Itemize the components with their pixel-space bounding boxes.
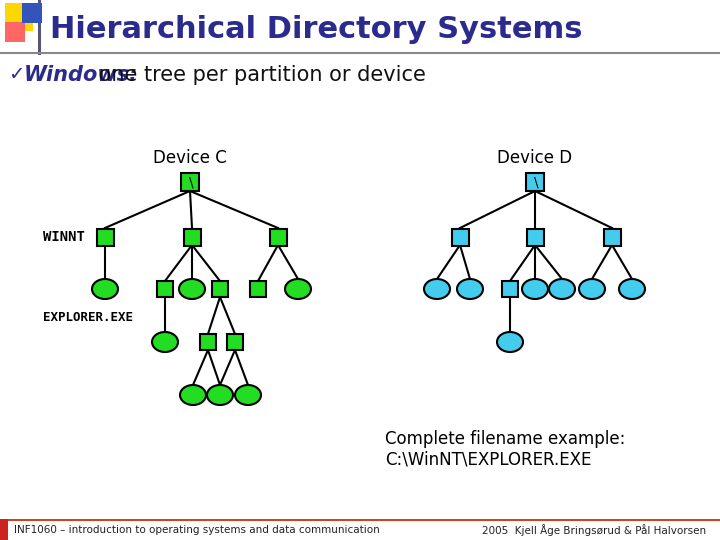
Bar	[502, 281, 518, 297]
Text: \: \	[534, 176, 539, 190]
Ellipse shape	[285, 279, 311, 299]
Text: Hierarchical Directory Systems: Hierarchical Directory Systems	[50, 16, 582, 44]
Bar	[200, 334, 216, 350]
Bar	[5, 3, 33, 31]
Bar	[451, 228, 469, 246]
Ellipse shape	[549, 279, 575, 299]
Bar	[212, 281, 228, 297]
Bar	[5, 22, 25, 42]
Text: Device D: Device D	[498, 149, 572, 167]
Bar	[181, 173, 199, 191]
Bar	[0, 519, 720, 521]
Bar	[96, 228, 114, 246]
Bar	[184, 228, 200, 246]
Bar	[269, 228, 287, 246]
Text: 2005  Kjell Åge Bringsørud & Pål Halvorsen: 2005 Kjell Åge Bringsørud & Pål Halvorse…	[482, 524, 706, 536]
Ellipse shape	[424, 279, 450, 299]
Bar	[0, 519, 8, 540]
Bar	[38, 0, 41, 55]
Bar	[157, 281, 173, 297]
Text: ✓: ✓	[8, 65, 24, 84]
Ellipse shape	[579, 279, 605, 299]
Text: Device C: Device C	[153, 149, 227, 167]
Bar	[603, 228, 621, 246]
Ellipse shape	[457, 279, 483, 299]
Bar	[22, 3, 42, 23]
Ellipse shape	[497, 332, 523, 352]
Text: Windows:: Windows:	[24, 65, 138, 85]
Bar	[526, 173, 544, 191]
Text: one tree per partition or device: one tree per partition or device	[92, 65, 426, 85]
Text: INF1060 – introduction to operating systems and data communication: INF1060 – introduction to operating syst…	[14, 525, 379, 535]
Ellipse shape	[92, 279, 118, 299]
Text: EXPLORER.EXE: EXPLORER.EXE	[43, 311, 133, 324]
Text: \: \	[189, 176, 193, 190]
Text: WINNT: WINNT	[43, 230, 85, 244]
Ellipse shape	[180, 385, 206, 405]
Bar	[250, 281, 266, 297]
Text: Complete filename example:
C:\WinNT\EXPLORER.EXE: Complete filename example: C:\WinNT\EXPL…	[385, 430, 626, 469]
Bar	[526, 228, 544, 246]
Ellipse shape	[619, 279, 645, 299]
Ellipse shape	[207, 385, 233, 405]
Ellipse shape	[522, 279, 548, 299]
Ellipse shape	[152, 332, 178, 352]
Ellipse shape	[179, 279, 205, 299]
Bar	[227, 334, 243, 350]
Ellipse shape	[235, 385, 261, 405]
